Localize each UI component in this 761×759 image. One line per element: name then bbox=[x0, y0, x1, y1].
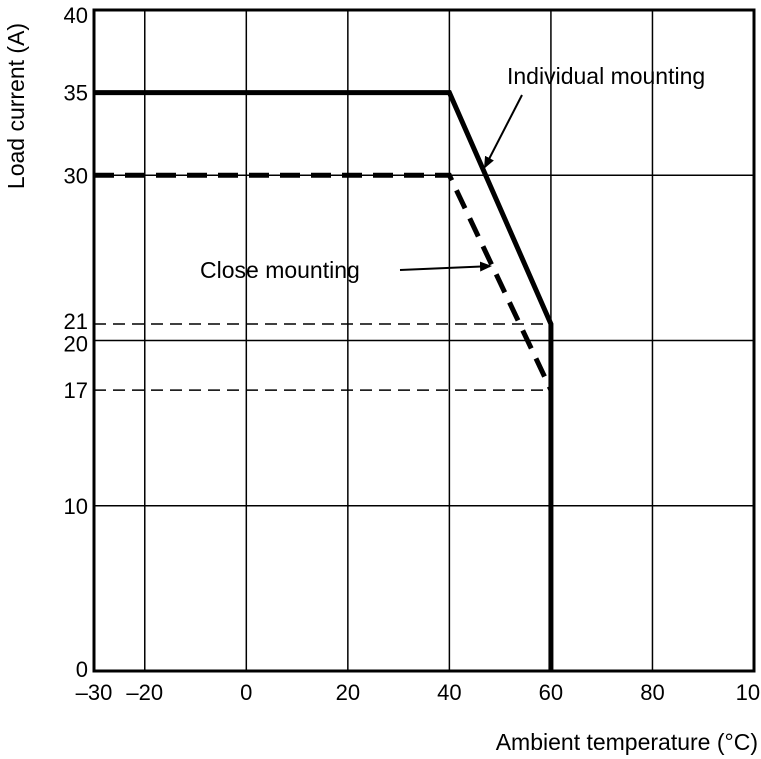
y-axis-label: Load current (A) bbox=[3, 23, 29, 189]
arrow-close-mounting bbox=[399, 261, 492, 272]
x-tick-label: 40 bbox=[437, 680, 461, 705]
annotation-close-mounting: Close mounting bbox=[200, 257, 360, 283]
x-tick-label: 0 bbox=[240, 680, 252, 705]
arrow-individual-mounting bbox=[484, 94, 523, 169]
annotations: Individual mounting Close mounting bbox=[200, 63, 705, 283]
x-tick-labels: –30 –20 0 20 40 60 80 100 bbox=[76, 680, 761, 705]
x-axis-label: Ambient temperature (°C) bbox=[496, 729, 758, 755]
plot-frame bbox=[92, 8, 756, 673]
x-tick-label: 60 bbox=[539, 680, 563, 705]
annotation-individual-mounting: Individual mounting bbox=[507, 63, 705, 89]
series-close-mounting bbox=[94, 172, 554, 392]
x-tick-label: –20 bbox=[126, 680, 163, 705]
y-tick-label: 17 bbox=[64, 378, 88, 403]
y-tick-label: 35 bbox=[64, 81, 88, 106]
y-tick-label: 20 bbox=[64, 332, 88, 357]
series-individual-mounting bbox=[94, 90, 554, 671]
y-tick-label: 21 bbox=[64, 309, 88, 334]
y-tick-label: 10 bbox=[64, 494, 88, 519]
reference-lines bbox=[94, 323, 551, 391]
x-tick-label: –30 bbox=[76, 680, 113, 705]
x-tick-label: 80 bbox=[640, 680, 664, 705]
y-tick-label: 30 bbox=[64, 163, 88, 188]
x-tick-label: 20 bbox=[336, 680, 360, 705]
series bbox=[94, 90, 554, 671]
x-tick-label: 100 bbox=[736, 680, 761, 705]
y-tick-label: 0 bbox=[76, 657, 88, 682]
y-tick-label: 40 bbox=[64, 3, 88, 28]
grid bbox=[94, 10, 754, 671]
